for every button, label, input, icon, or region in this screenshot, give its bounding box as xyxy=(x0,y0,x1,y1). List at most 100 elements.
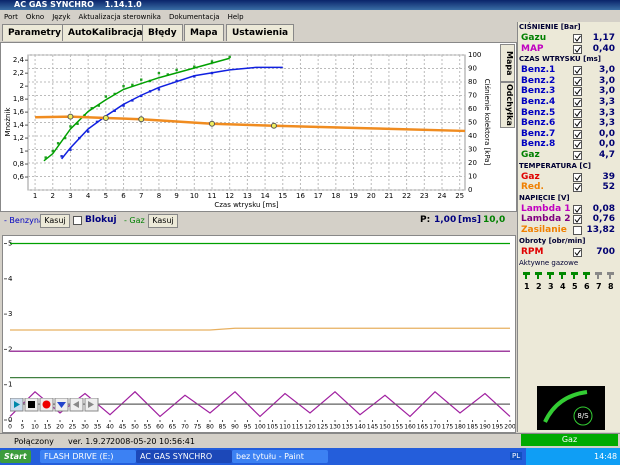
x-tick-label: 14 xyxy=(261,192,270,200)
x-tick-label: 11 xyxy=(208,192,217,200)
injector-icon xyxy=(607,272,614,280)
checkbox[interactable] xyxy=(573,140,582,150)
reading-value: 0,0 xyxy=(599,128,615,139)
point xyxy=(97,104,100,107)
trace xyxy=(10,327,510,331)
x-axis-label: Czas wtrysku [ms] xyxy=(214,201,279,209)
status-bar: Połączony ver. 1.9.27 2008-05-20 10:56:4… xyxy=(0,433,620,448)
y2-tick-label: 100 xyxy=(468,51,481,59)
menu-item[interactable]: Dokumentacja xyxy=(168,13,220,21)
point xyxy=(86,130,90,133)
reading-label: Benz.4 xyxy=(521,97,556,107)
side-tab[interactable]: Odchyłka xyxy=(500,82,515,128)
y-tick-label: 2,2 xyxy=(13,69,24,77)
reading-row: MAP 0,40 xyxy=(521,44,617,54)
reading-row: Gazu 1,17 xyxy=(521,33,617,43)
reading-label: Red. xyxy=(521,182,544,193)
reading-value: 0,0 xyxy=(599,139,615,150)
start-button[interactable]: Start xyxy=(0,450,31,463)
clear-button[interactable]: Kasuj xyxy=(40,214,70,228)
tab[interactable]: Mapa xyxy=(184,24,224,41)
reading-value: 0,40 xyxy=(592,43,615,54)
reading-value: 3,0 xyxy=(599,75,615,86)
tab[interactable]: AutoKalibracja xyxy=(62,24,149,41)
checkbox[interactable] xyxy=(573,34,582,43)
check-mark xyxy=(574,131,581,138)
tab[interactable]: Parametry xyxy=(2,24,68,41)
x-tick-label: 135 xyxy=(342,424,354,431)
checkbox[interactable] xyxy=(573,87,582,97)
checkbox[interactable] xyxy=(573,108,582,118)
clear-button[interactable]: Kasuj xyxy=(148,214,178,228)
check-mark xyxy=(574,249,581,256)
y-tick-label: 1 xyxy=(8,381,12,389)
check xyxy=(574,89,581,96)
task-item[interactable]: FLASH DRIVE (E:) xyxy=(40,450,136,463)
nozzle xyxy=(547,272,554,280)
point xyxy=(69,148,72,151)
checkbox[interactable] xyxy=(573,226,582,235)
x-tick-label: 60 xyxy=(156,424,164,431)
y2-tick-label: 50 xyxy=(468,119,477,127)
checkbox[interactable] xyxy=(573,129,582,139)
app-version: 1.14.1.0 xyxy=(104,0,142,9)
checkbox[interactable] xyxy=(573,98,582,107)
task-item[interactable]: bez tytułu - Paint xyxy=(232,450,328,463)
section-title: TEMPERATURA [C] xyxy=(519,161,591,170)
tab[interactable]: Ustawienia xyxy=(226,24,295,41)
nozzle xyxy=(571,272,578,280)
menu-item[interactable]: Aktualizacja sterownika xyxy=(78,13,161,21)
x-tick-label: 150 xyxy=(379,424,391,431)
injector-number: 4 xyxy=(560,282,566,292)
menu-item[interactable]: Help xyxy=(227,13,244,21)
reading-row: Benz.7 0,0 xyxy=(521,129,617,139)
reading-row: Benz.2 3,0 xyxy=(521,76,617,86)
checkbox[interactable] xyxy=(73,216,82,225)
reading-value: 1,17 xyxy=(592,33,615,43)
check xyxy=(574,174,581,181)
reading-row: Lambda 2 0,76 xyxy=(521,214,617,225)
checkbox[interactable] xyxy=(573,44,582,54)
side-tab[interactable]: Mapa xyxy=(500,44,515,82)
injectors-title: Aktywne gazowe xyxy=(519,259,579,268)
reading-value: 3,3 xyxy=(599,97,615,107)
point xyxy=(157,88,161,91)
point xyxy=(76,122,79,125)
x-tick-label: 3 xyxy=(68,192,72,200)
checkbox[interactable] xyxy=(573,76,582,86)
menu-item[interactable]: Port xyxy=(4,13,18,21)
map-chart: 1 2 3 4 5 6 7 8 9 10 11 12 13 14 15 16 17 18 19 20 21 22 23 24 2… xyxy=(4,51,491,209)
curve xyxy=(35,115,466,133)
marker xyxy=(270,122,277,129)
checkbox[interactable] xyxy=(573,204,582,214)
tab[interactable]: Błędy xyxy=(142,24,183,41)
y2-tick-label: 80 xyxy=(468,78,477,86)
checkbox[interactable] xyxy=(573,172,582,182)
checkbox[interactable] xyxy=(573,66,582,76)
task-item[interactable]: AC GAS SYNCHRO xyxy=(136,450,232,463)
checkbox[interactable] xyxy=(573,183,582,193)
point xyxy=(193,65,196,68)
point xyxy=(51,149,54,153)
marker xyxy=(209,120,215,127)
section-title: CZAS WTRYSKU [ms] xyxy=(519,55,602,64)
point xyxy=(166,73,169,76)
checkbox[interactable] xyxy=(573,119,582,129)
x-tick-label: 21 xyxy=(384,192,393,200)
x-tick-label: 200 xyxy=(504,424,515,431)
x-tick-label: 10 xyxy=(190,192,199,200)
checkbox[interactable] xyxy=(573,247,582,257)
menu-item[interactable]: Okno xyxy=(25,13,45,21)
menu-item[interactable]: Język xyxy=(52,13,71,21)
reading-value: 13,82 xyxy=(586,225,615,235)
point xyxy=(131,83,134,87)
lock-label: Blokuj xyxy=(85,215,117,225)
reading-value: 700 xyxy=(596,246,615,257)
check xyxy=(574,249,581,256)
gauge-icon: 8/S xyxy=(543,390,593,426)
x-tick-label: 65 xyxy=(169,424,177,431)
checkbox[interactable] xyxy=(573,215,582,225)
x-tick-label: 17 xyxy=(314,192,323,200)
checkbox[interactable] xyxy=(573,151,582,160)
reading-row: Lambda 1 0,08 xyxy=(521,204,617,214)
